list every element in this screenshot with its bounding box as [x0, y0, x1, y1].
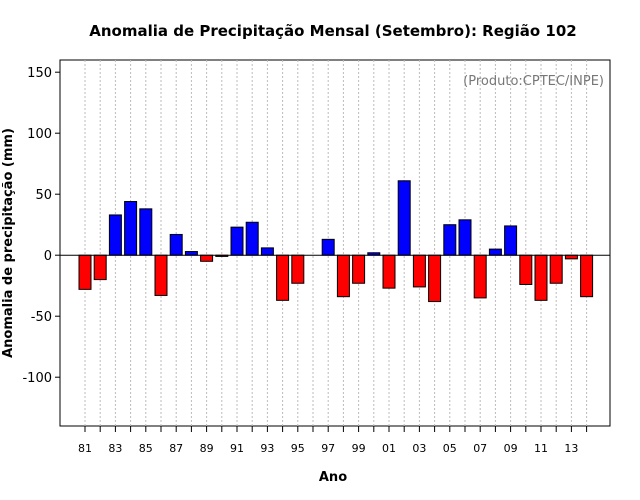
- y-tick-label: -100: [22, 371, 52, 386]
- bar-02: [397, 180, 411, 256]
- bar-10: [519, 254, 533, 285]
- y-tick-label: 100: [27, 127, 52, 142]
- x-tick-label: 81: [78, 442, 92, 455]
- y-tick-label: 50: [35, 188, 52, 203]
- bars: [78, 180, 594, 303]
- y-tick-label: -50: [31, 310, 52, 325]
- bar-81: [78, 254, 92, 290]
- bar-86: [154, 254, 168, 296]
- x-tick-label: 95: [291, 442, 305, 455]
- x-axis-label: Ano: [319, 470, 347, 485]
- x-tick-label: 11: [534, 442, 548, 455]
- bar-98: [336, 254, 350, 298]
- y-tick-label: 0: [44, 249, 52, 264]
- plot-frame: [59, 59, 611, 427]
- x-tick-label: 85: [139, 442, 153, 455]
- chart-title: Anomalia de Precipitação Mensal (Setembr…: [89, 22, 577, 40]
- source-annotation: (Produto:CPTEC/INPE): [463, 74, 604, 89]
- x-tick-label: 13: [564, 442, 578, 455]
- bar-09: [504, 225, 518, 256]
- x-tick-label: 93: [260, 442, 274, 455]
- bar-03: [412, 254, 426, 288]
- bar-04: [428, 254, 442, 303]
- bar-14: [580, 254, 594, 298]
- x-tick-label: 99: [352, 442, 366, 455]
- bar-91: [230, 226, 244, 256]
- x-tick-label: 07: [473, 442, 487, 455]
- bar-97: [321, 238, 335, 256]
- bar-12: [549, 254, 563, 284]
- x-tick-label: 09: [504, 442, 518, 455]
- bar-94: [276, 254, 290, 301]
- x-tick-label: 87: [169, 442, 183, 455]
- bar-01: [382, 254, 396, 289]
- bar-83: [108, 214, 122, 256]
- bar-85: [139, 208, 153, 256]
- x-tick-label: 89: [200, 442, 214, 455]
- x-tick-label: 91: [230, 442, 244, 455]
- bar-87: [169, 233, 183, 256]
- x-tick-label: 97: [321, 442, 335, 455]
- bar-99: [352, 254, 366, 284]
- x-tick-label: 05: [443, 442, 457, 455]
- x-axis-ticks: 81 83 85 87 89 91 93 95 97 99 01 03 05 07 09 11 13: [78, 426, 588, 455]
- bar-88: [184, 251, 198, 256]
- y-axis-label: Anomalia de precipitação (mm): [1, 128, 16, 358]
- bar-11: [534, 254, 548, 301]
- bar-06: [458, 219, 472, 256]
- bar-07: [473, 254, 487, 299]
- bar-13: [564, 254, 578, 260]
- bar-93: [260, 247, 274, 256]
- bar-89: [200, 254, 214, 262]
- bar-84: [124, 201, 138, 256]
- bar-82: [93, 254, 107, 281]
- bar-95: [291, 254, 305, 284]
- y-tick-label: 150: [27, 66, 52, 81]
- grid-lines: [84, 60, 588, 426]
- bar-92: [245, 221, 259, 256]
- x-tick-label: 83: [108, 442, 122, 455]
- x-tick-label: 01: [382, 442, 396, 455]
- bar-08: [488, 248, 502, 256]
- x-tick-label: 03: [412, 442, 426, 455]
- y-axis-ticks: -100 -50 0 50 100 150: [22, 66, 60, 386]
- bar-05: [443, 224, 457, 256]
